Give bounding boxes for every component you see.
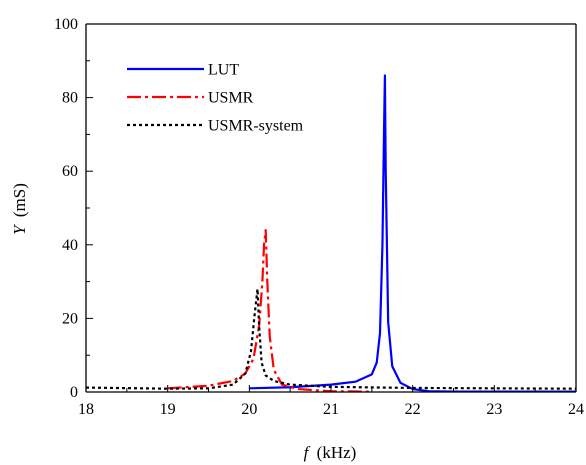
x-tick-label: 23 [486, 401, 502, 418]
y-tick-label: 40 [62, 237, 78, 254]
y-tick-label: 80 [62, 90, 78, 107]
y-axis-title-italic: Y [10, 224, 29, 235]
x-tick-label: 22 [405, 401, 421, 418]
axes-layer: 18 19 20 21 22 23 24 0 20 40 60 80 100 [54, 16, 584, 418]
y-axis-title: Y (mS) [10, 183, 29, 235]
legend-label-3: USMR-system [208, 118, 304, 135]
series-line-3 [86, 287, 576, 390]
x-tick-label: 24 [568, 401, 584, 418]
legend: LUT USMR USMR-system [127, 62, 304, 135]
y-tick-label: 20 [62, 310, 78, 327]
x-axis-title-italic: f [304, 443, 311, 462]
plot-layer [86, 74, 576, 392]
legend-label-1: LUT [208, 62, 239, 79]
y-tick-label: 100 [54, 16, 78, 33]
x-tick-label: 20 [241, 401, 257, 418]
x-axis-title: f (kHz) [304, 443, 357, 462]
y-tick-label: 0 [70, 384, 78, 401]
series-line-1 [249, 74, 576, 392]
series-line-2 [167, 228, 372, 392]
x-tick-label: 18 [78, 401, 94, 418]
x-tick-label: 19 [160, 401, 176, 418]
y-axis-title-rest: (mS) [10, 183, 29, 217]
legend-label-2: USMR [208, 90, 254, 107]
x-tick-label: 21 [323, 401, 339, 418]
x-axis-title-rest: (kHz) [317, 443, 357, 462]
y-tick-label: 60 [62, 163, 78, 180]
